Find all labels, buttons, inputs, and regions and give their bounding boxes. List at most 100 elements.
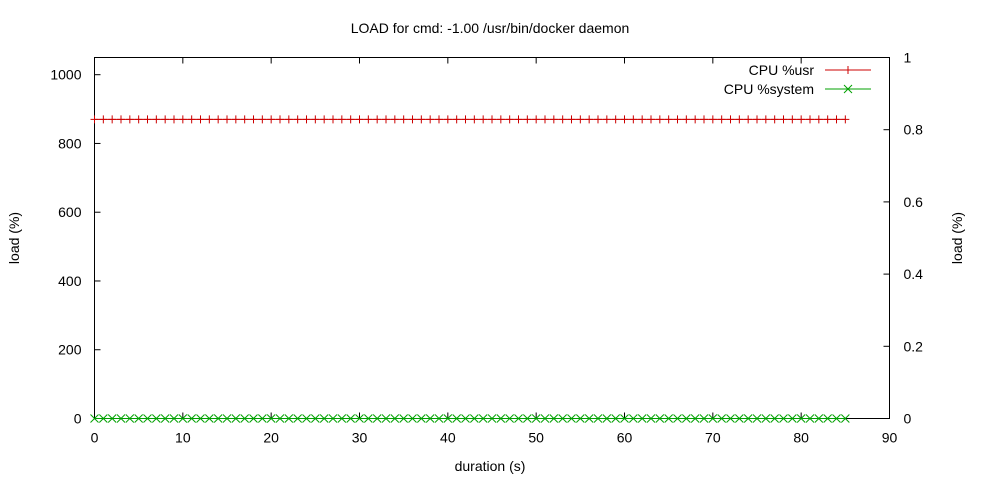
series-point (452, 414, 462, 423)
series-point (381, 414, 391, 423)
x-axis-label: duration (s) (455, 458, 526, 474)
series-point (107, 414, 117, 423)
marker-stroke (390, 414, 400, 423)
axis-ticks (94, 57, 890, 419)
series-point (567, 414, 576, 423)
series-point (319, 414, 329, 423)
series-point (514, 115, 523, 124)
marker-stroke (487, 414, 497, 423)
series-point (752, 414, 762, 423)
marker-stroke (796, 414, 806, 423)
series-point (699, 414, 709, 423)
series-point (690, 414, 700, 423)
marker-stroke (602, 414, 612, 423)
marker-stroke (531, 414, 541, 423)
series-point (806, 115, 814, 124)
series-point (611, 115, 620, 124)
series-point (363, 414, 373, 423)
legend-marker (844, 66, 852, 74)
marker-stroke (284, 414, 294, 423)
series-point (531, 414, 541, 423)
series-point (743, 414, 753, 423)
series-point (196, 115, 205, 124)
x-tick-label: 50 (528, 430, 544, 446)
series-point (823, 414, 833, 423)
series-point (514, 414, 523, 423)
series-point (479, 115, 488, 124)
marker-stroke (416, 414, 426, 423)
series-point (310, 414, 320, 423)
y2-tick-label: 0.2 (904, 338, 924, 354)
series-point (717, 414, 727, 423)
marker-stroke (814, 414, 824, 423)
marker-stroke (469, 414, 479, 423)
series-point (108, 115, 117, 124)
marker-stroke (116, 414, 126, 423)
series-point (681, 414, 691, 423)
series-point (628, 414, 638, 423)
series-point (169, 414, 179, 423)
series-point (567, 115, 576, 124)
x-tick-label: 10 (175, 430, 191, 446)
series-point (664, 414, 674, 423)
series-point (549, 115, 558, 124)
series-point (779, 414, 788, 423)
legend-label: CPU %usr (749, 62, 815, 78)
marker-stroke (434, 414, 444, 423)
series-point (329, 115, 337, 124)
y2-tick-label: 0 (904, 411, 912, 427)
series-point (214, 115, 223, 124)
series-layer (90, 115, 850, 423)
marker-stroke (593, 414, 603, 423)
series-point (469, 414, 479, 423)
series-point (655, 115, 664, 124)
series-point (275, 414, 285, 423)
series-point (478, 414, 488, 423)
series-point (717, 115, 726, 124)
series-point (664, 115, 673, 124)
series-point (602, 414, 612, 423)
series-point (178, 414, 188, 423)
marker-stroke (549, 414, 559, 423)
series-point (134, 414, 144, 423)
series-point (222, 414, 232, 423)
marker-stroke (169, 414, 179, 423)
series-point (505, 414, 515, 423)
y-tick-label: 200 (58, 342, 82, 358)
marker-stroke (240, 414, 250, 423)
marker-stroke (761, 414, 771, 423)
series-point (372, 414, 382, 423)
y-tick-label: 1000 (50, 67, 81, 83)
y2-tick-label: 1 (904, 50, 912, 66)
series-point (787, 414, 797, 423)
series-point (205, 115, 214, 124)
marker-stroke (452, 414, 462, 423)
series-point (151, 414, 161, 423)
series-point (416, 414, 426, 423)
series-point (575, 414, 585, 423)
series-point (134, 115, 143, 124)
series-point (417, 115, 426, 124)
y-axis-label: load (%) (6, 212, 22, 264)
marker-stroke (266, 414, 276, 423)
marker-stroke (151, 414, 161, 423)
series-point (249, 115, 258, 124)
marker-stroke (505, 414, 515, 423)
x-tick-label: 90 (882, 430, 898, 446)
marker-stroke (90, 414, 99, 423)
marker-stroke (160, 414, 170, 423)
y2-axis-label: load (%) (949, 212, 965, 264)
series-point (302, 115, 311, 124)
series-point (204, 414, 214, 423)
marker-stroke (204, 414, 214, 423)
series-point (284, 115, 293, 124)
series-point (390, 115, 399, 124)
series-point (814, 414, 824, 423)
series-point (160, 414, 170, 423)
series-point (170, 115, 178, 124)
x-tick-label: 30 (352, 430, 368, 446)
series-point (814, 115, 823, 124)
series-point (585, 115, 594, 124)
series-point (143, 115, 152, 124)
series-point (152, 115, 161, 124)
